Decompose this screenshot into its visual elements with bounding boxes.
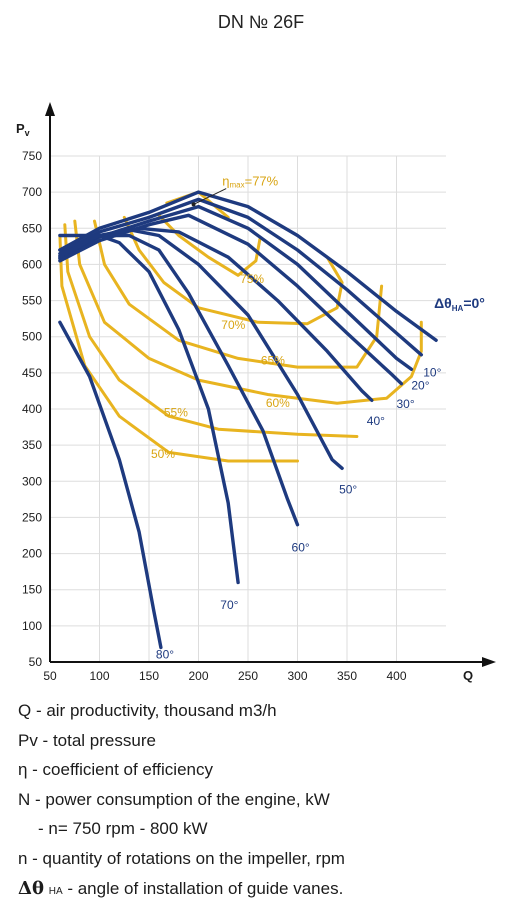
y-tick-label-300: 300	[22, 474, 42, 488]
efficiency-max-point	[191, 202, 196, 207]
x-tick-label-350: 350	[337, 669, 357, 683]
x-tick-label-200: 200	[188, 669, 208, 683]
delta-theta-subscript: HA	[48, 885, 63, 897]
efficiency-max-leader	[193, 188, 227, 205]
pressure-curve-5	[58, 228, 344, 470]
pressure-curve-0	[58, 190, 438, 342]
efficiency-label-70: 70%	[221, 318, 245, 332]
x-tick-label-50: 50	[43, 669, 57, 683]
y-tick-label-100: 100	[22, 619, 42, 633]
legend-pv: Pv - total pressure	[18, 730, 156, 750]
x-tick-label-300: 300	[287, 669, 307, 683]
y-tick-label-150: 150	[22, 583, 42, 597]
pressure-curve-7	[58, 233, 240, 585]
y-tick-label-700: 700	[22, 185, 42, 199]
legend-dtheta: Δθ HA - angle of installation of guide v…	[18, 874, 518, 907]
chart-title: DN № 26F	[218, 12, 304, 32]
efficiency-label-75: 75%	[240, 272, 264, 286]
y-tick-label-350: 350	[22, 438, 42, 452]
pressure-label-80: 80°	[156, 647, 174, 661]
x-tick-label-100: 100	[89, 669, 109, 683]
y-tick-label-450: 450	[22, 366, 42, 380]
legend-block: Q - air productivity, thousand m3/h Pv -…	[18, 696, 518, 906]
x-tick-label-150: 150	[139, 669, 159, 683]
y-tick-label-600: 600	[22, 257, 42, 271]
efficiency-curve-6	[58, 234, 299, 463]
efficiency-curve-2	[122, 215, 344, 326]
y-tick-label-500: 500	[22, 330, 42, 344]
efficiency-curve-3	[93, 219, 384, 369]
pressure-label-70: 70°	[220, 598, 238, 612]
x-axis-arrow	[482, 657, 496, 667]
legend-q: Q - air productivity, thousand m3/h	[18, 701, 277, 720]
pressure-label-0: ΔθHA=0°	[434, 295, 485, 313]
pressure-label-20: 20°	[411, 378, 429, 392]
y-tick-label-50: 50	[29, 655, 43, 669]
y-tick-label-400: 400	[22, 402, 42, 416]
x-tick-label-400: 400	[386, 669, 406, 683]
chart-canvas: DN № 26F 50 100 150 200 250 300 350 400 450 500 550…	[16, 12, 496, 683]
efficiency-label-55: 55%	[164, 406, 188, 420]
efficiency-label-50: 50%	[151, 447, 175, 461]
pressure-label-40: 40°	[367, 414, 385, 428]
pressure-curve-6	[58, 233, 300, 527]
efficiency-label-60: 60%	[266, 396, 290, 410]
efficiency-curve-4	[73, 219, 423, 405]
efficiency-curve-5	[63, 223, 359, 438]
y-axis-label: Pv	[16, 121, 30, 138]
delta-theta-text: - angle of installation of guide vanes.	[62, 878, 344, 898]
y-tick-label-250: 250	[22, 510, 42, 524]
efficiency-label-65: 65%	[261, 354, 285, 368]
pressure-curve-8	[58, 320, 163, 650]
pressure-label-30: 30°	[397, 397, 415, 411]
pressure-curve-1	[58, 197, 423, 357]
y-tick-label-750: 750	[22, 149, 42, 163]
pressure-label-50: 50°	[339, 483, 357, 497]
legend-rot: n - quantity of rotations on the impelle…	[18, 848, 345, 868]
y-tick-label-200: 200	[22, 547, 42, 561]
y-axis-arrow	[45, 102, 55, 116]
x-tick-label-250: 250	[238, 669, 258, 683]
legend-n-detail: - n= 750 rpm - 800 kW	[38, 819, 208, 839]
y-tick-label-650: 650	[22, 221, 42, 235]
delta-theta-symbol: Δθ	[18, 877, 44, 899]
legend-n: N - power consumption of the engine, kW	[18, 789, 330, 809]
pressure-label-60: 60°	[292, 540, 310, 554]
pressure-label-10: 10°	[423, 365, 441, 379]
efficiency-label-max: ηmax=77%	[222, 173, 278, 189]
x-axis-label: Q	[463, 668, 473, 683]
y-tick-label-550: 550	[22, 294, 42, 308]
legend-eta: η - coefficient of efficiency	[18, 760, 213, 780]
